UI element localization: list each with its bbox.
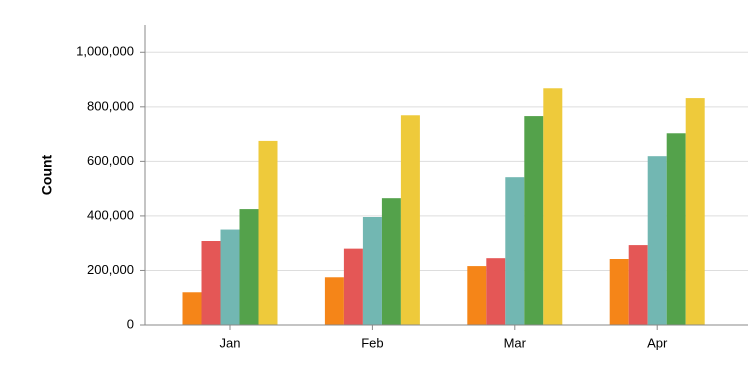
- y-tick-label: 600,000: [87, 153, 134, 168]
- bar: [343, 248, 363, 325]
- bar: [324, 277, 344, 325]
- bar: [182, 292, 202, 325]
- bar: [524, 116, 544, 325]
- bar: [666, 133, 686, 325]
- bar: [486, 258, 506, 325]
- x-tick-label: Mar: [504, 335, 527, 350]
- bar: [400, 115, 420, 325]
- x-tick-label: Jan: [220, 335, 241, 350]
- x-tick-label: Feb: [361, 335, 383, 350]
- y-tick-label: 400,000: [87, 207, 134, 222]
- y-tick-label: 800,000: [87, 98, 134, 113]
- bar: [467, 266, 487, 325]
- bar: [381, 198, 401, 325]
- bar: [609, 259, 629, 325]
- bar: [505, 177, 525, 325]
- bar: [220, 229, 240, 325]
- y-tick-label: 200,000: [87, 262, 134, 277]
- y-axis-title: Count: [39, 154, 55, 195]
- y-tick-label: 0: [127, 316, 134, 331]
- bar: [685, 98, 705, 325]
- bar: [239, 209, 259, 325]
- bar: [628, 245, 648, 325]
- bar: [647, 156, 667, 325]
- bar: [201, 241, 221, 325]
- bar: [543, 88, 563, 325]
- x-tick-label: Apr: [647, 335, 668, 350]
- y-tick-label: 1,000,000: [76, 44, 134, 59]
- bar: [258, 140, 278, 325]
- bar: [362, 217, 382, 325]
